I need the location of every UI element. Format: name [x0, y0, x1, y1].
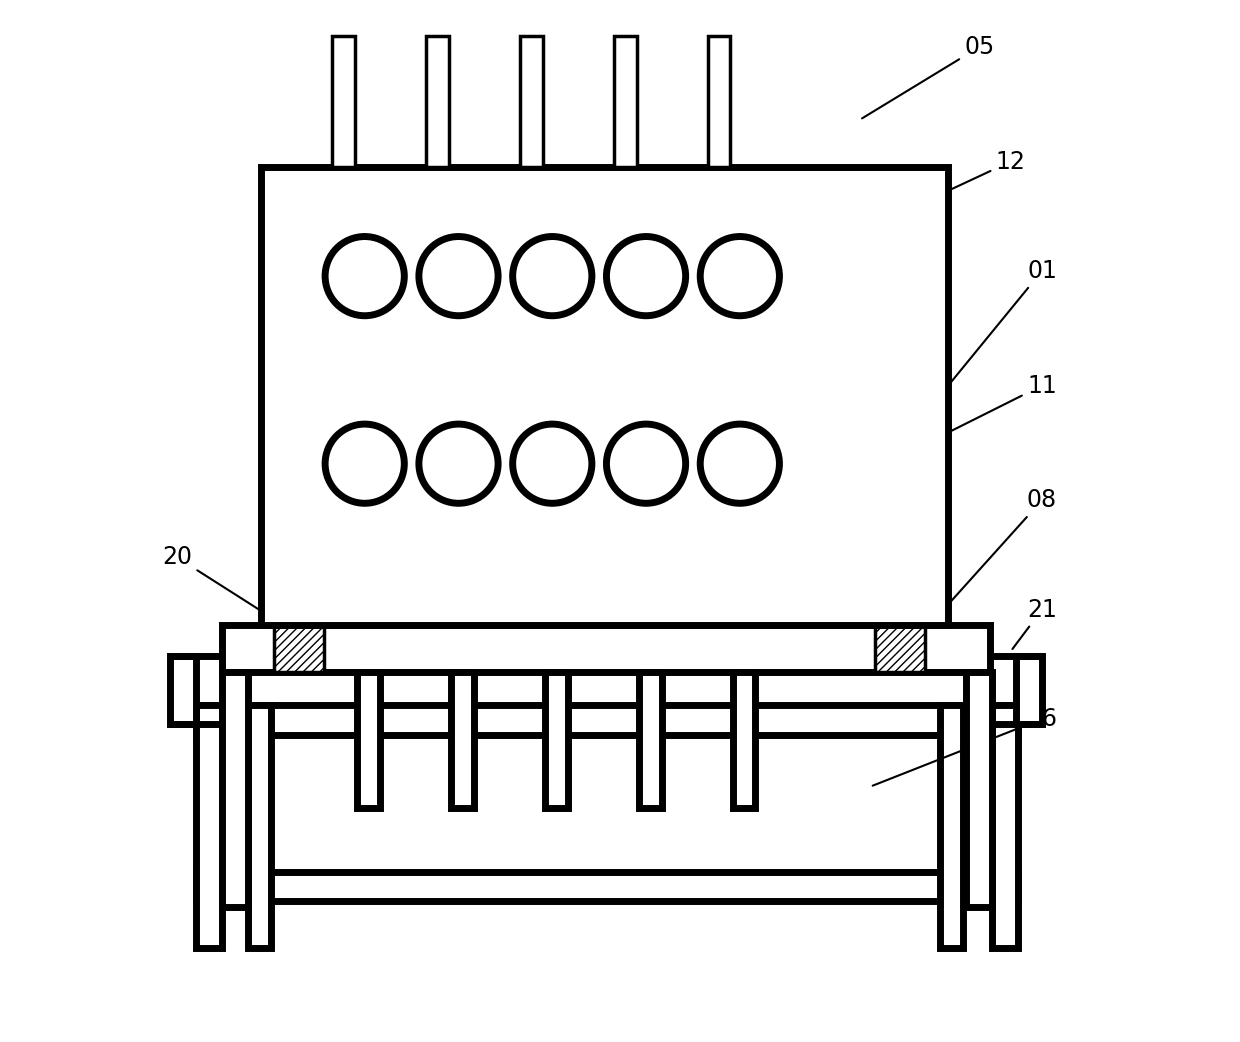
Text: 05: 05	[862, 34, 994, 119]
Bar	[544, 672, 568, 808]
Circle shape	[701, 424, 780, 503]
Bar	[1016, 656, 1042, 724]
Text: 21: 21	[1012, 597, 1056, 649]
Bar	[222, 625, 990, 672]
Circle shape	[419, 237, 498, 316]
Bar	[966, 672, 992, 907]
Bar	[196, 705, 1018, 735]
Text: 06: 06	[873, 706, 1056, 786]
Bar	[639, 672, 662, 808]
Bar	[170, 656, 196, 724]
Circle shape	[512, 424, 591, 503]
Bar	[248, 705, 270, 948]
Bar	[875, 612, 925, 672]
Text: 08: 08	[950, 488, 1056, 602]
Circle shape	[325, 424, 404, 503]
Bar	[196, 872, 1018, 901]
Bar	[614, 36, 636, 167]
Bar	[357, 672, 381, 808]
Bar	[196, 705, 222, 948]
Bar	[451, 672, 474, 808]
Text: 11: 11	[888, 373, 1056, 463]
Circle shape	[606, 424, 686, 503]
Circle shape	[419, 424, 498, 503]
Bar	[708, 36, 730, 167]
Bar	[733, 672, 755, 808]
Bar	[260, 167, 949, 625]
Bar	[274, 612, 324, 672]
Circle shape	[701, 237, 780, 316]
Circle shape	[512, 237, 591, 316]
Bar	[427, 36, 449, 167]
Bar	[520, 36, 543, 167]
Bar	[222, 672, 248, 907]
Text: 12: 12	[779, 149, 1025, 270]
Circle shape	[325, 237, 404, 316]
Text: 01: 01	[950, 258, 1056, 383]
Text: 20: 20	[162, 545, 289, 629]
Circle shape	[606, 237, 686, 316]
Bar	[992, 705, 1018, 948]
Bar	[940, 705, 962, 948]
Bar	[332, 36, 356, 167]
